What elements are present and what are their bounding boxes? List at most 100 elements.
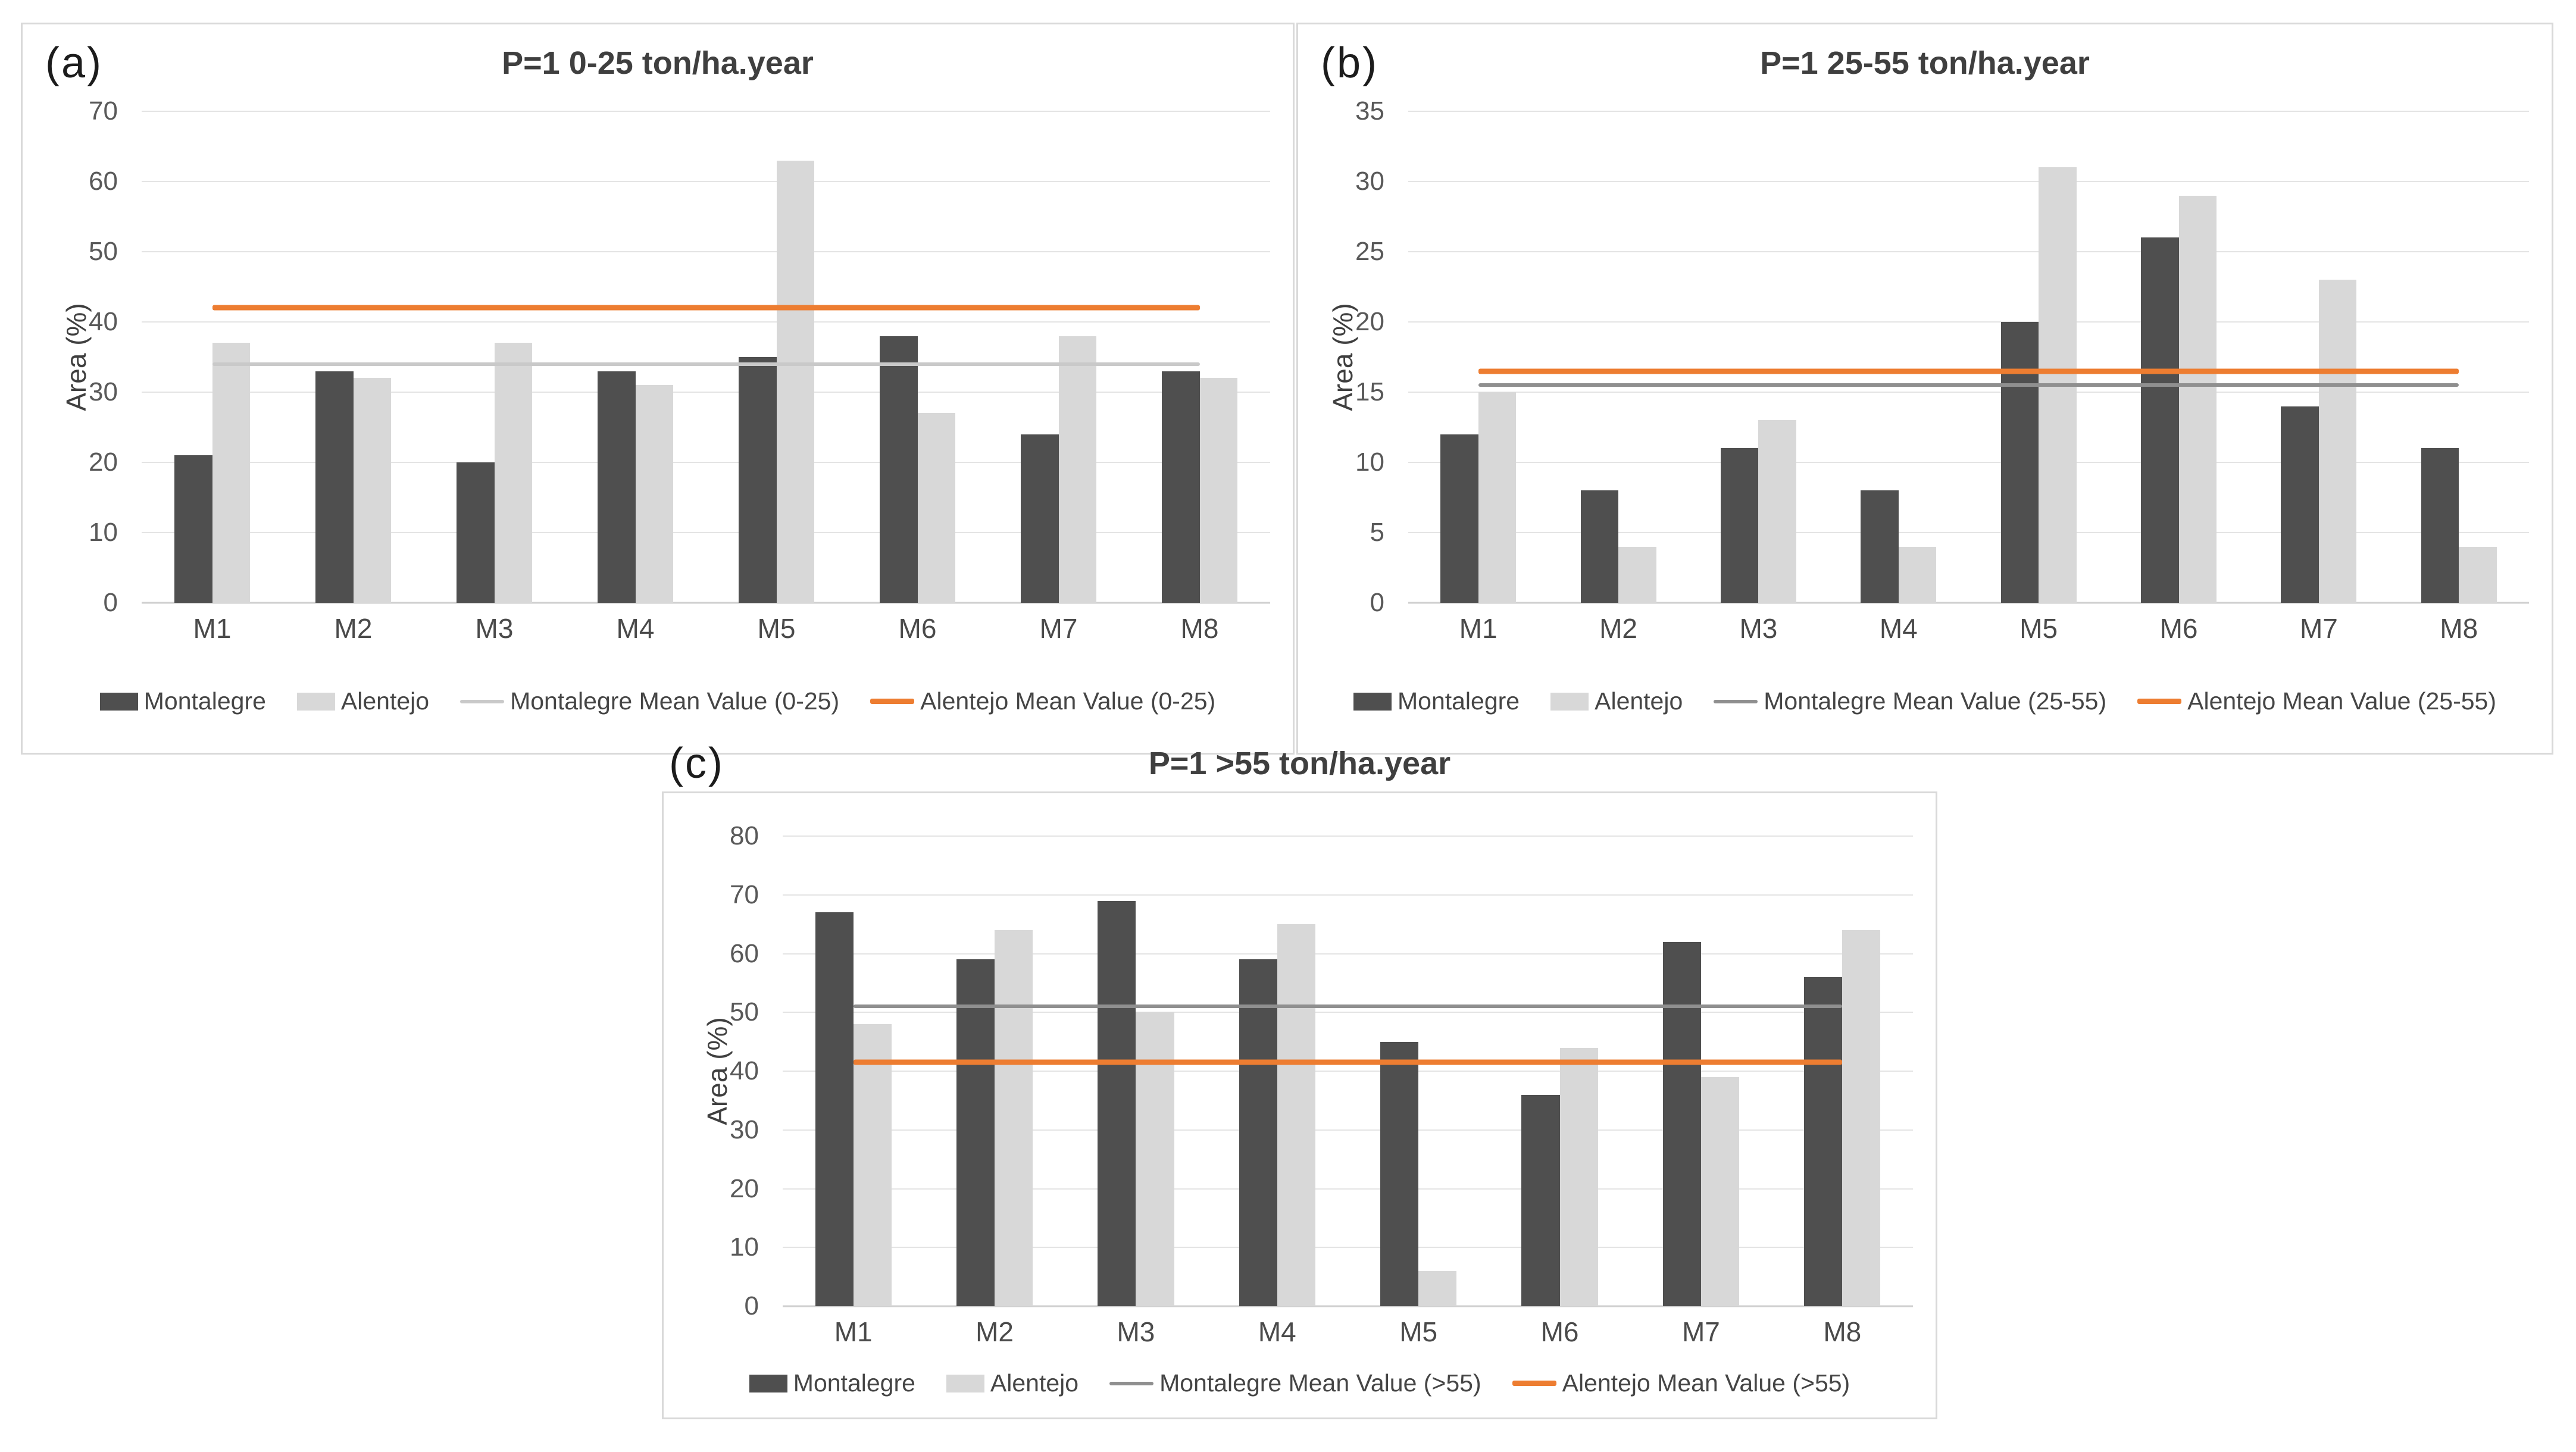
legend-label: Alentejo Mean Value (0-25) (920, 687, 1216, 715)
x-tick-label-m7: M7 (2299, 613, 2338, 644)
bar-alentejo-m1 (212, 343, 251, 603)
bar-group-m4 (565, 111, 706, 603)
chart-title-b: P=1 25-55 ton/ha.year (1760, 45, 2090, 81)
x-tick-label-m2: M2 (1599, 613, 1638, 644)
gridline (783, 1071, 1913, 1072)
plot-area: Area (%) 0 10 20 30 40 50 60 70 (61, 96, 1270, 617)
gridline (783, 1129, 1913, 1131)
legend-label: Montalegre (793, 1369, 915, 1397)
bar-group-m2 (924, 836, 1065, 1306)
gridline (1408, 392, 2529, 393)
bar-montalegre-m4 (1861, 490, 1899, 603)
x-tick-label-m6: M6 (1540, 1316, 1579, 1347)
x-axis-line (1408, 602, 2529, 604)
x-tick-label-m6: M6 (898, 613, 937, 644)
bar-alentejo-m3 (494, 343, 533, 603)
x-tick-label-m5: M5 (1399, 1316, 1438, 1347)
bar-group-m6 (1489, 836, 1630, 1306)
y-axis-title: Area (%) (1327, 303, 1358, 411)
legend-item-mean-line: Alentejo Mean Value (0-25) (870, 687, 1215, 715)
legend-line-swatch-icon (1512, 1381, 1556, 1386)
y-tick-label: 60 (730, 938, 759, 968)
bar-montalegre-m3 (1098, 900, 1136, 1306)
bars-layer (783, 836, 1913, 1306)
x-tick-label-m1: M1 (193, 613, 232, 644)
gridline (1408, 111, 2529, 112)
y-tick-label: 0 (103, 588, 118, 617)
gridline (142, 532, 1270, 533)
x-tick-label-m4: M4 (1879, 613, 1918, 644)
panel-label-a: (a) (45, 39, 103, 87)
bar-group-m1 (142, 111, 283, 603)
bar-montalegre-m7 (1020, 434, 1059, 603)
x-tick-label-m8: M8 (1823, 1316, 1862, 1347)
x-tick-label-m4: M4 (616, 613, 655, 644)
bar-alentejo-m4 (1277, 924, 1315, 1306)
chart-panel-a: (a) P=1 0-25 ton/ha.year Area (%) 0 10 20 3… (21, 23, 1295, 755)
x-tick-label-m7: M7 (1039, 613, 1078, 644)
legend-item-montalegre: Montalegre (99, 687, 266, 715)
y-tick-label: 35 (1355, 96, 1384, 126)
gridline (1408, 532, 2529, 533)
legend-label: Alentejo (990, 1369, 1079, 1397)
y-tick-label: 0 (744, 1291, 759, 1320)
legend-label: Montalegre Mean Value (>55) (1159, 1369, 1481, 1397)
bar-alentejo-m7 (1700, 1077, 1740, 1306)
y-tick-label: 25 (1355, 237, 1384, 266)
bar-montalegre-m2 (315, 371, 354, 603)
legend-line-swatch-icon (870, 699, 915, 704)
bar-group-m1 (783, 836, 924, 1306)
legend-item-mean-line: Alentejo Mean Value (25-55) (2137, 687, 2496, 715)
bar-group-m4 (1828, 111, 1968, 603)
bar-group-m5 (1969, 111, 2109, 603)
legend: Montalegre Alentejo Montalegre Mean Value … (23, 687, 1293, 715)
y-tick-label: 5 (1370, 518, 1384, 547)
legend-item-montalegre: Montalegre (1353, 687, 1520, 715)
bar-montalegre-m2 (1580, 490, 1619, 603)
x-axis-labels: M1 M2 M3 M4 M5 M6 M7 M8 (1408, 612, 2529, 644)
legend-item-montalegre: Montalegre (749, 1369, 915, 1397)
bar-group-m5 (706, 111, 847, 603)
bar-group-m3 (424, 111, 565, 603)
bar-montalegre-m6 (2141, 237, 2179, 603)
bar-group-m7 (2249, 111, 2389, 603)
y-tick-label: 10 (1355, 448, 1384, 477)
bar-group-m3 (1065, 836, 1206, 1306)
mean-line-alentejo (212, 305, 1200, 311)
chart-panel-c: Area (%) 0 10 20 30 40 50 60 70 80 M1 M2 M3 M4 M5 M6 M… (662, 791, 1937, 1419)
y-tick-label: 20 (730, 1174, 759, 1203)
legend-item-mean-line: Alentejo Mean Value (>55) (1512, 1369, 1850, 1397)
mean-line-montalegre (212, 362, 1200, 366)
legend-item-alentejo: Alentejo (296, 687, 429, 715)
y-tick-label: 70 (730, 880, 759, 909)
bar-group-m7 (1630, 836, 1771, 1306)
bar-montalegre-m5 (2000, 322, 2039, 603)
gridline (783, 835, 1913, 837)
y-tick-label: 50 (89, 237, 118, 266)
bars-layer (1408, 111, 2529, 603)
bar-group-m2 (283, 111, 424, 603)
bar-alentejo-m4 (635, 385, 674, 603)
legend-label: Montalegre Mean Value (0-25) (510, 687, 840, 715)
gridline (142, 462, 1270, 463)
panel-label-b: (b) (1321, 39, 1378, 87)
mean-line-alentejo (1478, 368, 2459, 374)
legend-line-swatch-icon (1109, 1381, 1154, 1385)
bar-alentejo-m6 (2178, 195, 2217, 603)
x-tick-label-m1: M1 (834, 1316, 873, 1347)
bar-alentejo-m8 (1199, 378, 1238, 603)
legend-label: Montalegre (1397, 687, 1520, 715)
gridline (1408, 251, 2529, 252)
x-axis-line (142, 602, 1270, 604)
bar-group-m5 (1348, 836, 1489, 1306)
legend-swatch-icon (99, 692, 138, 711)
bar-alentejo-m8 (1842, 930, 1881, 1306)
bar-alentejo-m8 (2459, 546, 2497, 603)
chart-panel-c-wrapper: (c) P=1 >55 ton/ha.year Area (%) 0 10 20 30… (662, 740, 1937, 1419)
chart-header: (a) P=1 0-25 ton/ha.year (23, 24, 1293, 91)
y-tick-label: 30 (730, 1115, 759, 1144)
gridline (1408, 462, 2529, 463)
legend-swatch-icon (749, 1374, 787, 1392)
bar-alentejo-m6 (917, 413, 956, 603)
bar-montalegre-m8 (2421, 448, 2459, 603)
